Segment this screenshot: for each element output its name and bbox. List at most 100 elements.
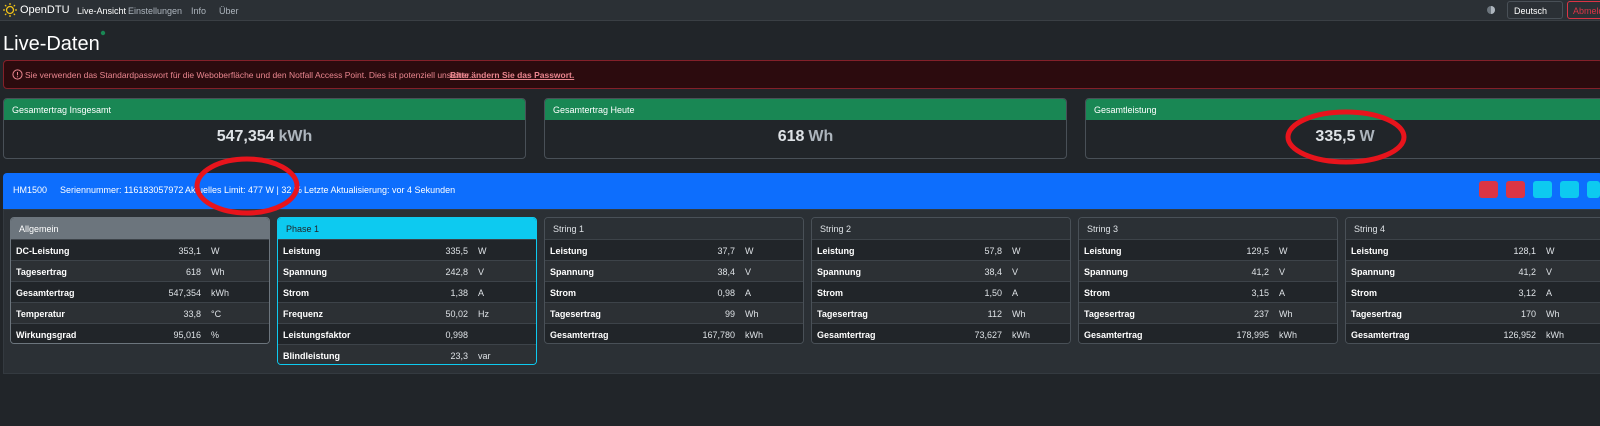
table-row: Strom 0,98 A [545,281,803,303]
field-unit: V [1012,267,1019,277]
field-unit: var [478,351,491,361]
field-value: 353,1 [178,246,201,256]
field-value: 335,5 [445,246,468,256]
language-select[interactable]: Deutsch [1507,1,1563,19]
limit: Aktuelles Limit: 477 W | 32 % [185,185,302,195]
card-value: 335,5 W [1086,128,1600,146]
field-value: 126,952 [1503,330,1536,340]
power-button[interactable] [1506,181,1525,198]
field-unit: V [478,267,485,277]
field-unit: W [1546,246,1555,256]
card-value: 547,354 kWh [4,128,525,146]
table-row: Spannung 38,4 V [812,260,1070,282]
theme-toggle[interactable] [1486,5,1502,15]
field-value: 167,780 [702,330,735,340]
field-unit: kWh [1279,330,1297,340]
devinfo-button[interactable] [1533,181,1552,198]
field-label: Strom [1084,288,1111,298]
field-unit: kWh [745,330,763,340]
field-unit: V [1279,267,1286,277]
logout-button[interactable]: Abmelden [1567,1,1600,19]
field-value: 38,4 [984,267,1002,277]
table-row: Tagesertrag 237 Wh [1079,302,1337,324]
field-unit: V [745,267,752,277]
field-value: 237 [1253,309,1269,319]
language: Deutsch [1514,6,1548,16]
table-row: Leistung 57,8 W [812,239,1070,261]
unit: W [1359,128,1375,145]
table-row: Gesamtertrag 126,952 kWh [1346,323,1600,343]
field-label: Leistung [817,246,855,256]
page-title: Live-Daten [3,33,100,55]
table-row: Gesamtertrag 547,354 kWh [11,281,269,303]
field-unit: V [1546,267,1553,277]
field-value: 41,2 [1251,267,1269,277]
field-value: 1,38 [450,288,468,298]
field-value: 99 [724,309,735,319]
limit-button[interactable] [1479,181,1498,198]
field-label: Leistung [1084,246,1122,256]
field-label: Strom [1351,288,1378,298]
brand[interactable]: OpenDTU [20,4,70,16]
eventlog-button[interactable] [1587,181,1600,198]
nav-link[interactable]: Einstellungen [128,6,183,16]
table-row: Leistung 37,7 W [545,239,803,261]
field-unit: A [478,288,485,298]
field-value: 128,1 [1513,246,1536,256]
table-row: Strom 3,15 A [1079,281,1337,303]
field-label: Strom [550,288,577,298]
field-unit: Wh [211,267,225,277]
table-row: Leistung 128,1 W [1346,239,1600,261]
field-label: Strom [817,288,844,298]
table-row: Temperatur 33,8 °C [11,302,269,324]
field-unit: A [1012,288,1019,298]
field-value: 178,995 [1236,330,1269,340]
sun-logo [3,3,17,17]
field-label: Spannung [817,267,861,277]
inverter-header: HM1500 Seriennummer: 116183057972 Aktuel… [3,173,1600,209]
field-value: 242,8 [445,267,468,277]
field-value: 0,998 [445,330,468,340]
field-label: Tagesertrag [1084,309,1135,319]
field-label: Tagesertrag [16,267,67,277]
alert: Sie verwenden das Standardpasswort für d… [3,60,1600,89]
serial: Seriennummer: 116183057972 [60,185,184,195]
value: 547,354 [216,128,275,145]
alert-link[interactable]: Bitte ändern Sie das Passwort. [450,70,575,80]
status-dot [100,30,106,36]
table-row: Frequenz 50,02 Hz [278,302,536,324]
nav-link[interactable]: Live-Ansicht [77,6,127,16]
unit: kWh [278,128,313,145]
field-value: 38,4 [717,267,735,277]
field-card: String 3 Leistung 129,5 W Spannung 41,2 V Strom… [1078,217,1338,344]
card-header: String 4 [1346,218,1600,239]
nav-link[interactable]: Über [219,6,239,16]
table-row: Gesamtertrag 178,995 kWh [1079,323,1337,343]
nav-link[interactable]: Info [191,6,207,16]
table-row: Tagesertrag 618 Wh [11,260,269,282]
inverter-name: HM1500 [13,185,48,195]
card-header: String 3 [1079,218,1337,239]
card-header: String 1 [545,218,803,239]
table-row: Tagesertrag 99 Wh [545,302,803,324]
field-unit: Hz [478,309,489,319]
field-label: Tagesertrag [1351,309,1402,319]
field-label: Gesamtertrag [16,288,75,298]
last-update: Letzte Aktualisierung: vor 4 Sekunden [304,185,456,195]
field-unit: W [745,246,754,256]
field-value: 23,3 [450,351,468,361]
field-label: Leistung [550,246,588,256]
field-value: 1,50 [984,288,1002,298]
field-unit: kWh [1546,330,1564,340]
field-value: 37,7 [717,246,735,256]
field-value: 547,354 [168,288,201,298]
table-row: Tagesertrag 170 Wh [1346,302,1600,324]
gridprofile-button[interactable] [1560,181,1579,198]
field-unit: % [211,330,220,340]
field-label: Leistung [283,246,321,256]
field-value: 129,5 [1246,246,1269,256]
field-label: Wirkungsgrad [16,330,77,340]
field-label: Leistungsfaktor [283,330,351,340]
field-value: 50,02 [445,309,468,319]
field-label: DC-Leistung [16,246,70,256]
